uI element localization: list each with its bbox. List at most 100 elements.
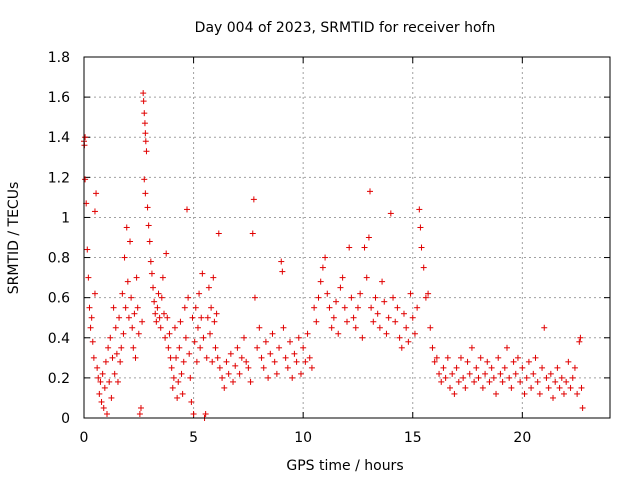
x-tick-label: 0 (80, 430, 89, 446)
data-point (107, 334, 114, 341)
data-point (100, 404, 107, 411)
data-point (219, 374, 226, 381)
x-axis-label: GPS time / hours (286, 458, 403, 474)
data-point (212, 344, 219, 351)
data-point (154, 304, 161, 311)
x-tick-label: 10 (294, 430, 312, 446)
data-point (150, 284, 157, 291)
data-point (267, 350, 274, 357)
data-point (173, 354, 180, 361)
data-point (328, 324, 335, 331)
data-point (306, 354, 313, 361)
data-point (105, 344, 112, 351)
data-point (493, 390, 500, 397)
data-point (124, 278, 131, 285)
data-point (407, 290, 414, 297)
x-tick-label: 15 (404, 430, 422, 446)
data-point (367, 188, 374, 195)
data-point (512, 370, 519, 377)
data-point (536, 390, 543, 397)
data-point (196, 290, 203, 297)
data-point (86, 304, 93, 311)
data-point (379, 278, 386, 285)
data-point (97, 378, 104, 385)
data-point (249, 230, 256, 237)
data-point (171, 324, 178, 331)
data-point (179, 390, 186, 397)
data-point (216, 364, 223, 371)
data-point (429, 344, 436, 351)
data-point (191, 338, 198, 345)
data-point (159, 274, 166, 281)
data-point (567, 384, 574, 391)
y-tick-label: 0.4 (48, 331, 70, 347)
data-point (181, 304, 188, 311)
data-point (236, 370, 243, 377)
data-point (376, 324, 383, 331)
data-point (180, 358, 187, 365)
data-point (368, 304, 375, 311)
data-point (223, 358, 230, 365)
data-point (273, 370, 280, 377)
data-point (302, 358, 309, 365)
data-point (128, 294, 135, 301)
data-point (112, 324, 119, 331)
plot-frame (83, 56, 611, 419)
data-point (466, 370, 473, 377)
data-point (425, 290, 432, 297)
data-point (508, 384, 515, 391)
data-point (295, 334, 302, 341)
data-point (184, 206, 191, 213)
data-point (517, 378, 524, 385)
data-point (251, 294, 258, 301)
data-point (293, 358, 300, 365)
data-point (558, 374, 565, 381)
data-point (130, 344, 137, 351)
data-point (422, 294, 429, 301)
data-point (250, 196, 257, 203)
data-point (279, 268, 286, 275)
data-point (188, 398, 195, 405)
data-point (137, 404, 144, 411)
y-tick-label: 1 (61, 210, 70, 226)
data-point (514, 354, 521, 361)
axis-ticks: 0 0.2 0.4 0.6 0.8 1 1.2 1.4 1.6 1.8 0 5 10 15 20 (48, 50, 610, 446)
data-point (94, 364, 101, 371)
data-point (145, 222, 152, 229)
data-point (417, 224, 424, 231)
data-point (167, 354, 174, 361)
y-tick-label: 0 (61, 411, 70, 427)
data-point (579, 404, 586, 411)
data-point (473, 364, 480, 371)
data-point (104, 410, 111, 417)
data-point (571, 364, 578, 371)
data-point (164, 314, 171, 321)
data-point (495, 354, 502, 361)
data-point (416, 206, 423, 213)
data-point (120, 330, 127, 337)
data-point (144, 204, 151, 211)
data-point (278, 258, 285, 265)
data-point (420, 264, 427, 271)
data-point (390, 294, 397, 301)
data-point (322, 254, 329, 261)
data-point (139, 318, 146, 325)
data-point (381, 298, 388, 305)
data-point (563, 378, 570, 385)
data-point (240, 334, 247, 341)
data-point (300, 344, 307, 351)
data-point (91, 208, 98, 215)
data-point (339, 274, 346, 281)
data-point (475, 374, 482, 381)
data-point (436, 370, 443, 377)
data-point (569, 374, 576, 381)
data-point (326, 304, 333, 311)
data-point (444, 354, 451, 361)
data-point (151, 298, 158, 305)
data-point (182, 334, 189, 341)
data-point (330, 314, 337, 321)
data-point (232, 362, 239, 369)
data-point (442, 374, 449, 381)
data-point (125, 314, 132, 321)
